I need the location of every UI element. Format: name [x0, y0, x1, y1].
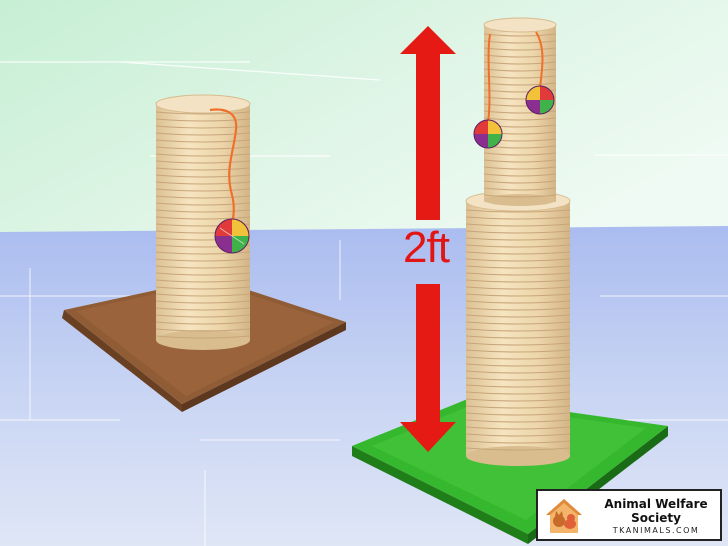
- floor-tile-lines: [0, 232, 728, 546]
- yarn-string-1: [487, 33, 491, 123]
- arrow-down-head: [400, 422, 456, 452]
- brown-base-side: [62, 310, 182, 412]
- height-label: 2ft: [403, 223, 450, 272]
- tall-post-lower-column: [466, 200, 570, 456]
- yarn-ball-upper: [525, 85, 555, 115]
- green-base-side: [352, 446, 528, 544]
- yarn-ball: [214, 218, 250, 254]
- wall: [0, 0, 728, 240]
- logo-url: TKANIMALS.COM: [612, 526, 700, 535]
- yarn-string: [209, 108, 238, 229]
- arrow-up-head: [400, 26, 456, 56]
- yarn-string-2: [535, 31, 544, 89]
- yarn-ball-lower: [473, 119, 503, 149]
- arrow-up-shaft: [416, 54, 440, 220]
- house-pets-icon: [546, 499, 582, 533]
- logo-name: Animal Welfare Society: [604, 497, 708, 525]
- watermark-logo: Animal Welfare Society TKANIMALS.COM: [536, 489, 722, 541]
- arrow-down-shaft: [416, 284, 440, 424]
- height-arrow: [400, 26, 456, 452]
- short-scratching-post: [62, 94, 346, 412]
